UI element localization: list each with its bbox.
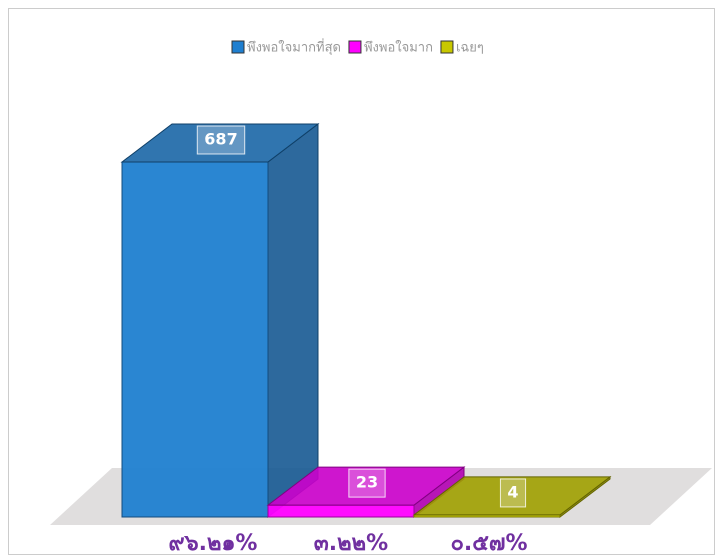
legend-swatch: [348, 40, 362, 54]
value-label: 4: [507, 482, 518, 501]
legend-swatch: [440, 40, 454, 54]
value-label: 687: [204, 130, 237, 149]
bar-top: [412, 476, 612, 516]
bar: [121, 161, 269, 518]
value-label: 23: [356, 473, 378, 492]
bar: [267, 504, 415, 518]
value-label-box: [348, 468, 386, 498]
legend-label: พึงพอใจมากที่สุด: [247, 39, 341, 56]
value-label-box: [499, 478, 527, 508]
bar-top: [266, 466, 466, 506]
x-tick-label: ๙๖.๒๑%: [169, 531, 258, 556]
value-label-box: [196, 125, 246, 155]
bar-top: [120, 123, 320, 163]
legend-swatch: [231, 40, 245, 54]
x-tick-label: ๐.๕๗%: [450, 531, 527, 556]
x-tick-label: ๓.๒๒%: [314, 531, 388, 556]
legend-label: พึงพอใจมาก: [364, 40, 433, 56]
legend-label: เฉยๆ: [456, 41, 484, 56]
bar-side: [267, 122, 319, 519]
